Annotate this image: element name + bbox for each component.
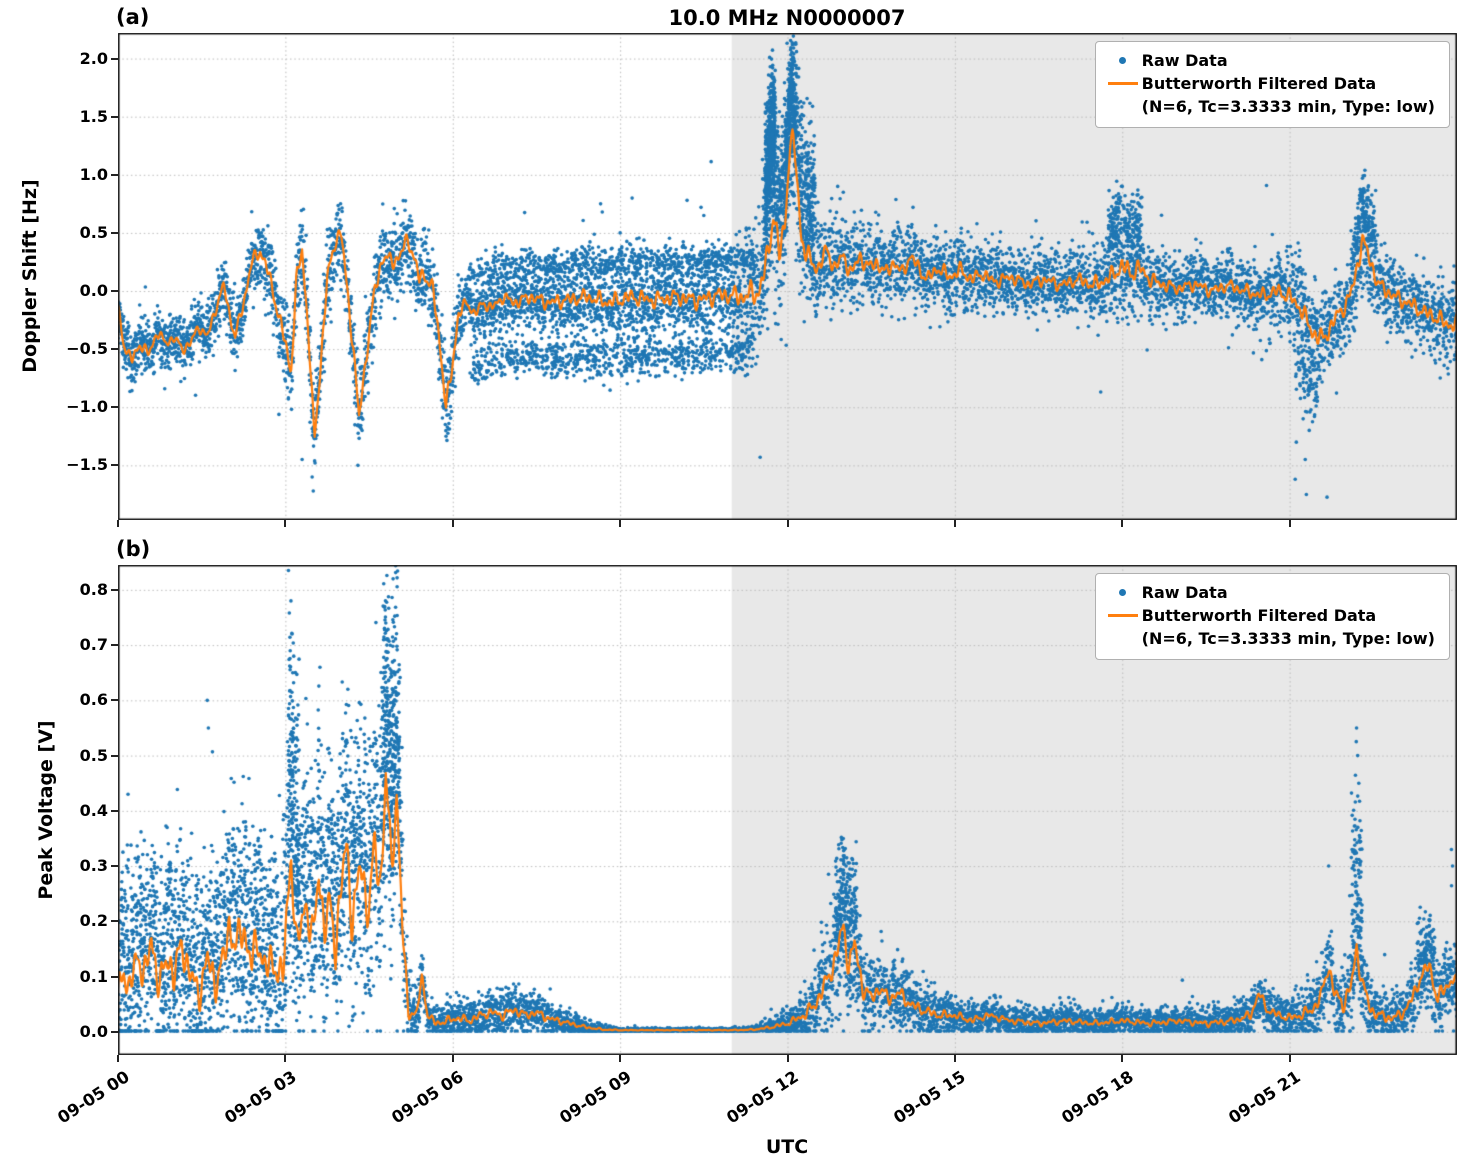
panel-a-tag: (a)	[116, 5, 150, 29]
x-tick-mark	[1121, 1055, 1124, 1062]
legend-raw-label: Raw Data	[1141, 51, 1228, 70]
x-tick-mark	[451, 520, 454, 527]
legend-filtered-sublabel: (N=6, Tc=3.3333 min, Type: low)	[1141, 97, 1435, 117]
legend-item-raw-data: Raw Data	[1104, 581, 1435, 604]
x-tick-mark	[117, 1055, 119, 1062]
y-tick-label: 0.8	[79, 579, 108, 599]
y-tick-mark	[111, 865, 118, 868]
x-tick-mark	[786, 520, 789, 527]
x-tick-label: 09-05 15	[890, 1067, 970, 1128]
y-tick-mark	[111, 754, 118, 757]
x-tick-mark	[1288, 1055, 1291, 1062]
y-tick-label: 0.3	[79, 856, 108, 876]
y-tick-mark	[111, 231, 118, 234]
y-tick-mark	[111, 348, 118, 351]
y-tick-label: 0.7	[79, 635, 108, 655]
x-tick-mark	[953, 1055, 956, 1062]
y-tick-mark	[111, 809, 118, 812]
y-tick-mark	[111, 290, 118, 293]
y-tick-mark	[111, 920, 118, 923]
x-axis-label: UTC	[765, 1136, 809, 1158]
x-tick-mark	[953, 520, 956, 527]
y-tick-mark	[111, 57, 118, 60]
x-tick-label: 09-05 09	[555, 1067, 635, 1128]
legend-filtered-label: Butterworth Filtered Data	[1141, 606, 1377, 626]
y-tick-label: −1.5	[66, 455, 108, 475]
y-tick-mark	[111, 464, 118, 467]
y-tick-mark	[111, 588, 118, 591]
x-tick-mark	[451, 1055, 454, 1062]
legend-filtered-label: Butterworth Filtered Data	[1141, 74, 1377, 94]
legend-item-raw-data: Raw Data	[1104, 49, 1435, 72]
filtered-line-icon	[1104, 614, 1142, 618]
legend-filtered-sublabel: (N=6, Tc=3.3333 min, Type: low)	[1141, 629, 1435, 649]
x-tick-label: 09-05 03	[221, 1067, 300, 1128]
y-tick-mark	[111, 975, 118, 978]
legend-item-filtered-data: Butterworth Filtered Data	[1104, 72, 1435, 95]
x-tick-mark	[1121, 520, 1124, 527]
x-tick-mark	[1288, 520, 1291, 527]
filtered-line-icon	[1104, 82, 1142, 86]
y-tick-mark	[111, 173, 118, 176]
legend-raw-label: Raw Data	[1141, 583, 1228, 602]
x-tick-label: 09-05 06	[388, 1067, 468, 1128]
x-tick-mark	[117, 520, 119, 527]
panel-b-tag: (b)	[116, 537, 151, 561]
y-tick-mark	[111, 406, 118, 409]
x-tick-mark	[619, 520, 622, 527]
y-tick-mark	[111, 699, 118, 702]
x-tick-label: 09-05 00	[53, 1067, 133, 1128]
y-tick-label: −1.0	[66, 397, 108, 417]
y-tick-label: 0.0	[79, 1021, 108, 1041]
x-tick-mark	[619, 1055, 622, 1062]
y-tick-label: 0.1	[79, 966, 108, 986]
y-tick-label: 1.5	[79, 106, 108, 126]
y-tick-label: 0.4	[79, 800, 108, 820]
raw-data-dot-icon	[1104, 57, 1142, 65]
raw-data-dot-icon	[1104, 589, 1142, 597]
y-tick-mark	[111, 644, 118, 647]
x-tick-label: 09-05 18	[1057, 1067, 1137, 1128]
y-tick-label: 0.6	[79, 690, 108, 710]
y-tick-label: −0.5	[66, 339, 108, 359]
chart-title: 10.0 MHz N0000007	[668, 6, 906, 30]
legend-item-filtered-data: Butterworth Filtered Data	[1104, 604, 1435, 627]
y-tick-label: 0.2	[79, 911, 108, 931]
legend-a: Raw Data Butterworth Filtered Data (N=6,…	[1094, 41, 1450, 128]
y-tick-mark	[111, 115, 118, 118]
legend-b: Raw Data Butterworth Filtered Data (N=6,…	[1094, 573, 1450, 660]
y-tick-mark	[111, 1030, 118, 1033]
y-tick-label: 2.0	[79, 48, 108, 68]
x-tick-label: 09-05 21	[1225, 1067, 1304, 1128]
y-tick-label: 0.5	[79, 745, 108, 765]
x-tick-mark	[284, 1055, 287, 1062]
y-tick-label: 0.0	[79, 281, 108, 301]
y-tick-label: 1.0	[79, 164, 108, 184]
x-tick-label: 09-05 12	[723, 1067, 802, 1128]
x-tick-mark	[284, 520, 287, 527]
x-tick-mark	[786, 1055, 789, 1062]
y-tick-label: 0.5	[79, 222, 108, 242]
